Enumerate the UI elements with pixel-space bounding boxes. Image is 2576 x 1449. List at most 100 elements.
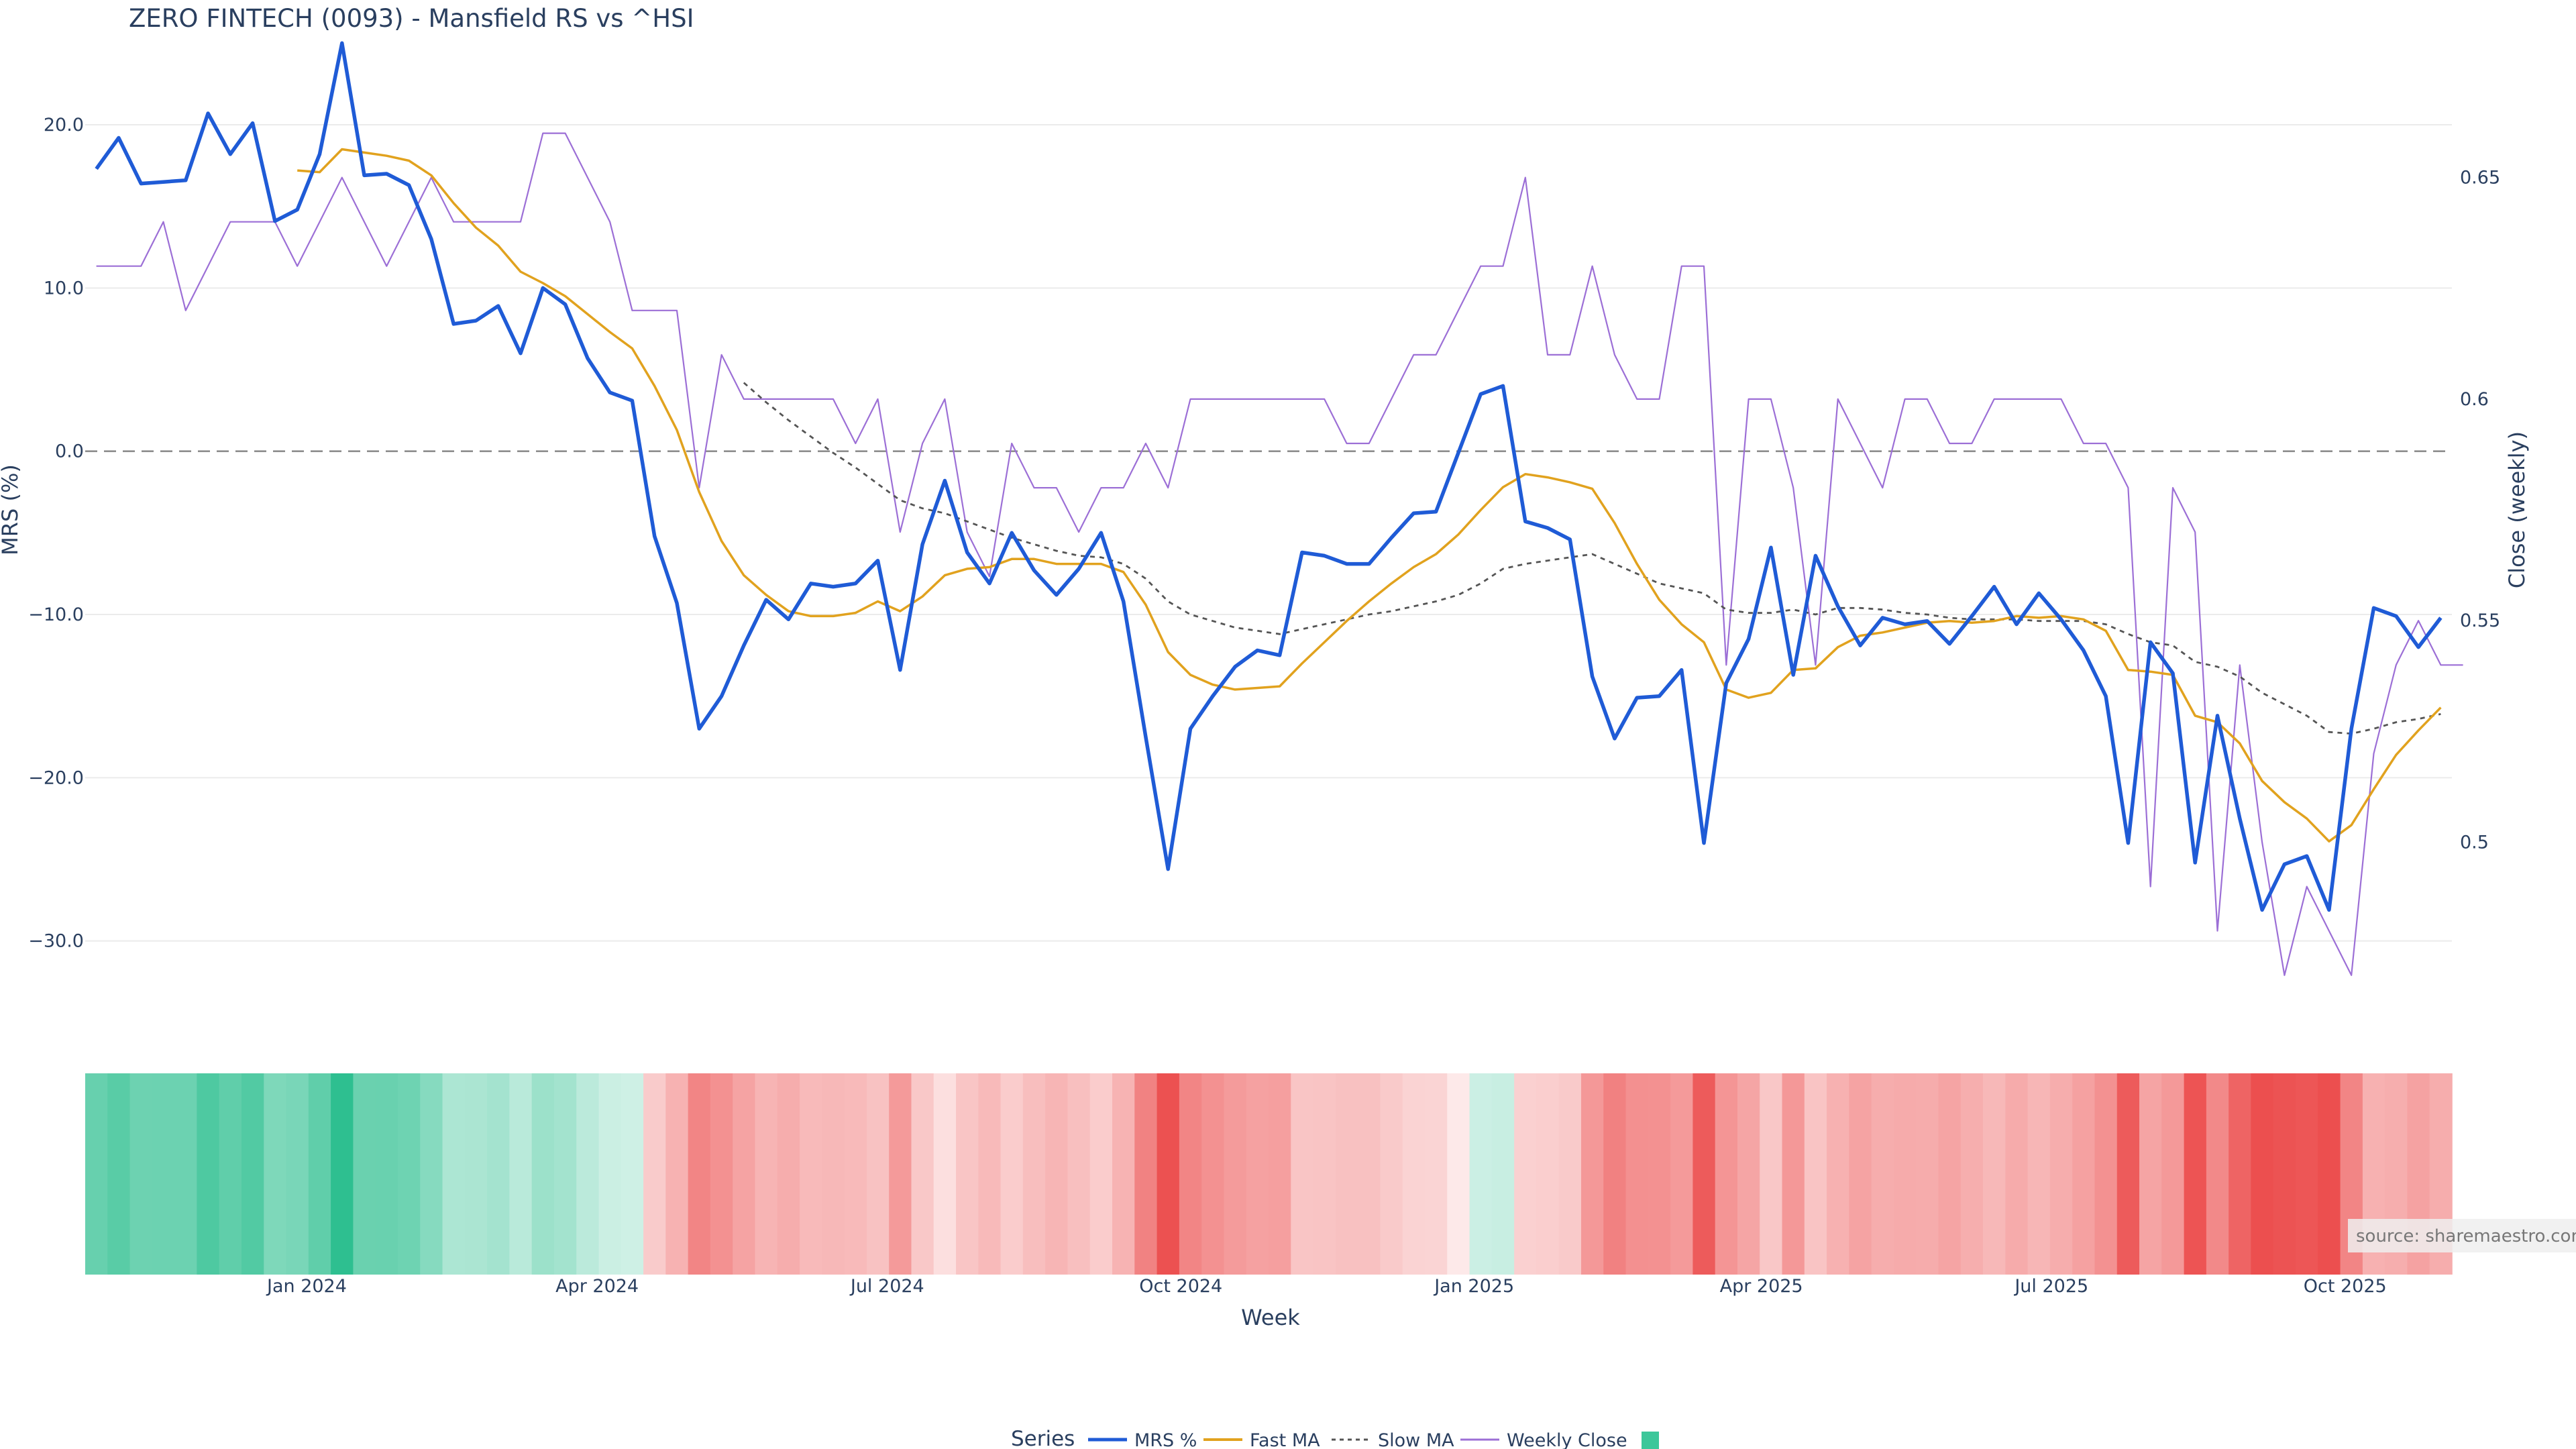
heatmap-cell: [576, 1073, 600, 1275]
heatmap-cell: [2072, 1073, 2096, 1275]
legend-label-mrs[interactable]: MRS %: [1134, 1430, 1197, 1449]
heatmap-cell: [420, 1073, 443, 1275]
heatmap-cell: [197, 1073, 220, 1275]
heatmap-cell: [1983, 1073, 2006, 1275]
y-left-tick-label: 0.0: [55, 441, 84, 462]
y-right-tick-label: 0.55: [2460, 610, 2500, 631]
heatmap-cell: [2116, 1073, 2140, 1275]
heatmap-cell: [822, 1073, 845, 1275]
heatmap-cell: [643, 1073, 667, 1275]
y-right-tick-label: 0.65: [2460, 168, 2500, 189]
heatmap-cell: [710, 1073, 733, 1275]
heatmap-cell: [1938, 1073, 1962, 1275]
heatmap-cell: [1871, 1073, 1894, 1275]
heatmap-cell: [733, 1073, 756, 1275]
heatmap-cell: [264, 1073, 287, 1275]
heatmap-cell: [1246, 1073, 1269, 1275]
y-left-tick-label: −30.0: [28, 931, 84, 952]
heatmap-cell: [129, 1073, 153, 1275]
heatmap-cell: [1737, 1073, 1761, 1275]
heatmap-cell: [531, 1073, 555, 1275]
heatmap-cell: [308, 1073, 331, 1275]
source-note-text: source: sharemaestro.com: [2356, 1226, 2576, 1246]
heatmap-cell: [152, 1073, 175, 1275]
heatmap-cell: [286, 1073, 309, 1275]
heatmap-cell: [1849, 1073, 1872, 1275]
heatmap-cell: [844, 1073, 867, 1275]
x-tick-label: Oct 2025: [2304, 1276, 2387, 1297]
heatmap-cell: [2184, 1073, 2207, 1275]
heatmap-cell: [509, 1073, 533, 1275]
heatmap-cell: [1424, 1073, 1448, 1275]
heatmap-cell: [2318, 1073, 2341, 1275]
heatmap-cell: [1335, 1073, 1358, 1275]
heatmap-cell: [866, 1073, 890, 1275]
heatmap-cell: [1000, 1073, 1024, 1275]
heatmap-cell: [2094, 1073, 2118, 1275]
heatmap-cell: [777, 1073, 800, 1275]
heatmap-cell: [2251, 1073, 2274, 1275]
y-left-tick-label: −10.0: [28, 604, 84, 625]
heatmap-cell: [621, 1073, 644, 1275]
x-tick-label: Apr 2025: [1720, 1276, 1803, 1297]
heatmap-cell: [1045, 1073, 1069, 1275]
x-tick-label: Apr 2024: [555, 1276, 639, 1297]
heatmap-cell: [933, 1073, 957, 1275]
x-axis-title: Week: [1241, 1305, 1300, 1330]
y-axis-left-title: MRS (%): [0, 464, 23, 555]
heatmap-cell: [1804, 1073, 1827, 1275]
heatmap-cell: [1067, 1073, 1091, 1275]
y-right-tick-label: 0.5: [2460, 833, 2489, 853]
heatmap-cell: [375, 1073, 398, 1275]
y-right-tick-label: 0.6: [2460, 389, 2489, 410]
heatmap-cell: [241, 1073, 265, 1275]
heatmap-cell: [1179, 1073, 1202, 1275]
y-left-tick-label: 20.0: [44, 115, 84, 136]
heatmap-cell: [1558, 1073, 1582, 1275]
heatmap-cell: [1916, 1073, 1939, 1275]
series-line-weekly-close: [96, 132, 2463, 976]
x-tick-label: Oct 2024: [1139, 1276, 1222, 1297]
heatmap-cell: [1269, 1073, 1292, 1275]
heatmap-cell: [464, 1073, 488, 1275]
series-line-fast-ma: [297, 148, 2442, 843]
heatmap-cell: [1893, 1073, 1917, 1275]
heatmap-cell: [1514, 1073, 1538, 1275]
heatmap-cell: [1536, 1073, 1560, 1275]
heatmap-cell: [1603, 1073, 1627, 1275]
y-left-tick-label: −20.0: [28, 767, 84, 788]
legend-label-slow-ma[interactable]: Slow MA: [1378, 1430, 1454, 1449]
heatmap-cell: [107, 1073, 131, 1275]
heatmap-cell: [1960, 1073, 1984, 1275]
series-line-slow-ma: [743, 382, 2441, 735]
y-left-tick-label: 10.0: [44, 278, 84, 299]
heatmap-cell: [1447, 1073, 1470, 1275]
heatmap-cell: [1625, 1073, 1649, 1275]
heatmap-cell: [956, 1073, 979, 1275]
heatmap-cell: [1358, 1073, 1381, 1275]
legend-label-fast-ma[interactable]: Fast MA: [1250, 1430, 1320, 1449]
heatmap-cell: [2296, 1073, 2319, 1275]
heatmap-cell: [2049, 1073, 2073, 1275]
heatmap-cell: [1715, 1073, 1738, 1275]
series-layer: [95, 41, 2463, 976]
heatmap-cell: [1402, 1073, 1426, 1275]
heatmap-cell: [331, 1073, 354, 1275]
heatmap-cell: [1580, 1073, 1605, 1275]
heatmap-cell: [1491, 1073, 1515, 1275]
heatmap-cell: [1112, 1073, 1136, 1275]
y-axis-right-title: Close (weekly): [2504, 431, 2530, 588]
heatmap-cell: [1157, 1073, 1180, 1275]
heatmap-cell: [2229, 1073, 2252, 1275]
left-axis-ticks: 20.0 10.0 0.0 −10.0 −20.0 −30.0: [28, 115, 84, 952]
series-line-mrs: [95, 41, 2443, 912]
legend-label-weekly-close[interactable]: Weekly Close: [1507, 1430, 1627, 1449]
legend-title: Series: [1011, 1427, 1075, 1449]
heatmap-cell: [1782, 1073, 1805, 1275]
heatmap-cell: [2206, 1073, 2229, 1275]
heatmap-cell: [1380, 1073, 1403, 1275]
heatmap-cell: [2027, 1073, 2051, 1275]
x-tick-label: Jan 2025: [1433, 1276, 1514, 1297]
heatmap-cell: [353, 1073, 376, 1275]
legend-swatch-heatmap[interactable]: [1642, 1432, 1659, 1449]
